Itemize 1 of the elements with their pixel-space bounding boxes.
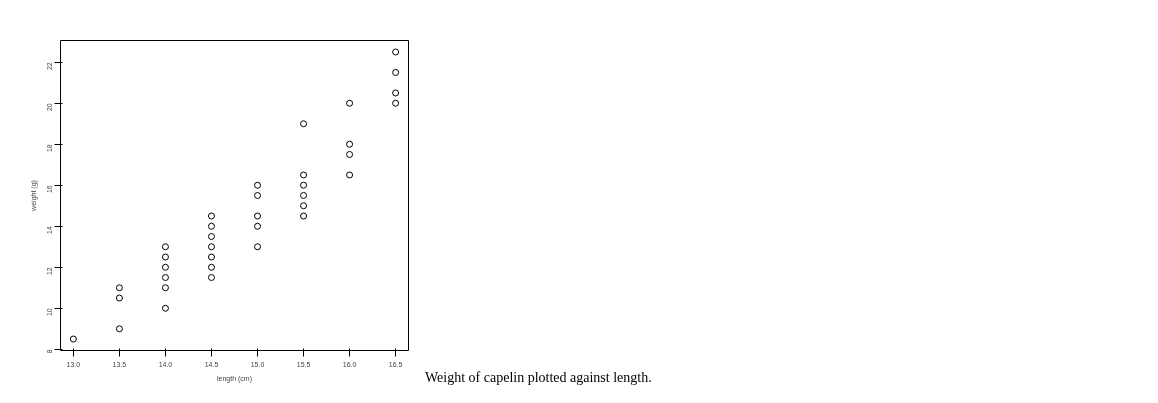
text: Weight of capelin plotted against length. — [425, 369, 652, 387]
